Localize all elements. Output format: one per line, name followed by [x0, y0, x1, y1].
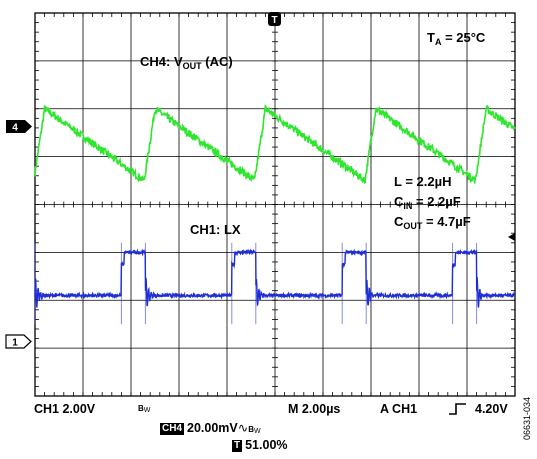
- timebase: M 2.00µs: [288, 402, 341, 416]
- input-cap-label: CIN = 2.2µF: [394, 194, 461, 211]
- grid: [34, 12, 516, 397]
- ambient-temp-label: TA = 25°C: [427, 30, 486, 47]
- trigger-position-box: T: [232, 440, 243, 452]
- ch1-ground-marker: 1: [5, 334, 32, 349]
- trigger-position: T 51.00%: [232, 438, 288, 452]
- ch1-trace-label: CH1: LX: [190, 222, 241, 237]
- svg-text:T: T: [271, 15, 277, 26]
- svg-text:1: 1: [12, 338, 18, 349]
- trigger-level-marker: [508, 233, 515, 241]
- ch4-vout-trace: [34, 103, 516, 184]
- ch4-box: CH4: [160, 423, 185, 435]
- inductor-label: L = 2.2µH: [394, 174, 451, 189]
- output-cap-label: COUT = 4.7µF: [394, 214, 471, 231]
- ch4-trace-label: CH4: VOUT (AC): [140, 54, 233, 71]
- svg-text:4: 4: [12, 123, 18, 134]
- traces: [34, 103, 516, 325]
- rising-edge-icon: [449, 403, 466, 415]
- ch4-ground-marker: 4: [6, 120, 32, 134]
- ch1-scale: CH1 2.00V: [34, 402, 96, 416]
- trigger-level: 4.20V: [475, 402, 508, 416]
- trigger-source: A CH1: [380, 402, 418, 416]
- ch1-lx-trace: [34, 248, 516, 308]
- figure-id: 06631-034: [522, 396, 532, 440]
- ch1-bandwidth-limit: BW: [138, 404, 151, 414]
- trigger-position-marker: T: [268, 12, 281, 26]
- ch4-scale: CH4 20.00mV∿BW: [160, 421, 261, 435]
